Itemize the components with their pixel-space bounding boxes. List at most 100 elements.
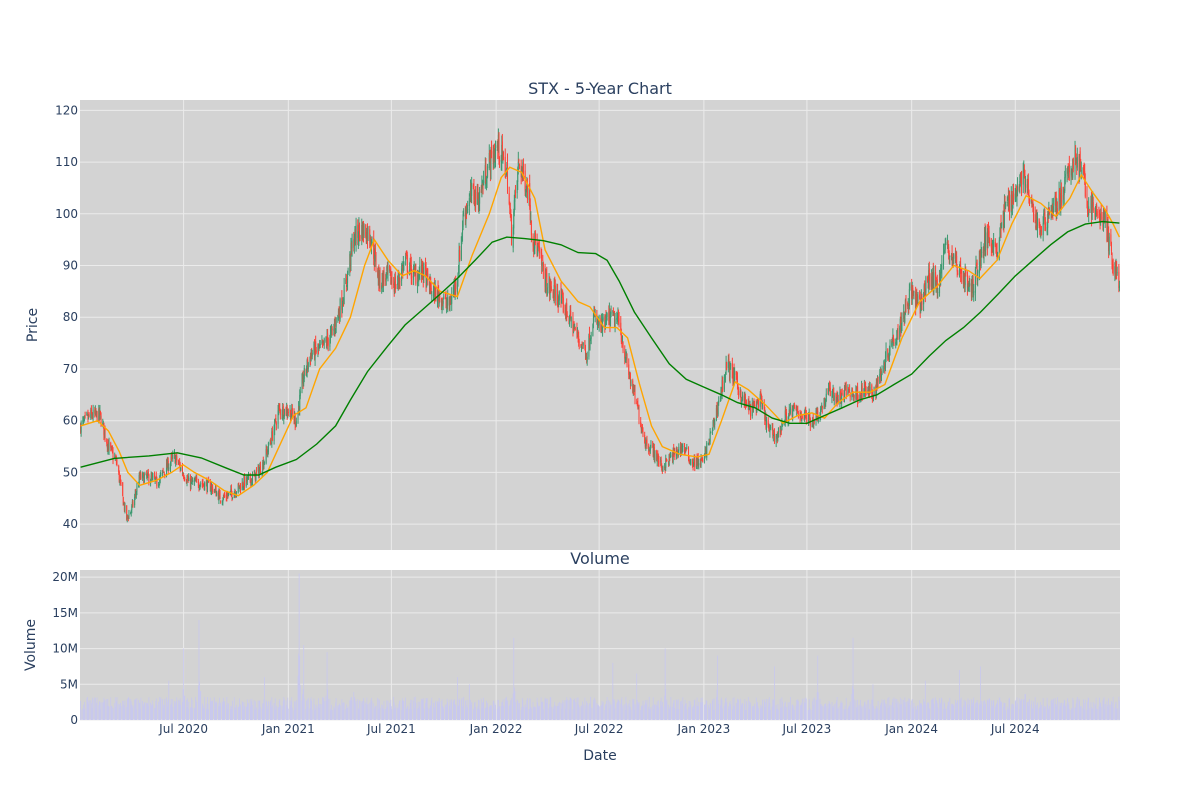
candle-body <box>638 409 640 421</box>
candle-body <box>1011 205 1013 207</box>
candle-body <box>534 232 536 249</box>
volume-bar <box>84 708 86 720</box>
volume-bar <box>721 700 723 720</box>
candle-body <box>298 405 300 411</box>
volume-bar <box>262 703 264 720</box>
candle-body <box>208 480 210 483</box>
volume-bar <box>953 704 955 720</box>
candle-body <box>170 462 172 468</box>
volume-bar <box>310 697 312 720</box>
volume-bar <box>630 709 632 720</box>
candle-body <box>477 197 479 210</box>
volume-bar <box>742 703 743 720</box>
volume-bar <box>1049 706 1050 720</box>
volume-bar <box>83 709 85 720</box>
candle-body <box>841 393 843 403</box>
candle-body <box>716 407 718 412</box>
candle-body <box>497 134 499 151</box>
volume-bar <box>126 698 128 720</box>
volume-bar <box>755 697 757 720</box>
volume-bar <box>923 699 925 720</box>
price-y-tick-label: 60 <box>63 414 78 428</box>
volume-bar <box>694 699 696 720</box>
candle-body <box>83 419 85 421</box>
candle-body <box>313 344 315 354</box>
candle-body <box>488 153 490 169</box>
volume-bar <box>743 704 745 720</box>
volume-bar <box>339 705 341 720</box>
volume-bar <box>1055 704 1057 720</box>
candle-body <box>1027 179 1029 192</box>
volume-bar <box>805 698 807 720</box>
volume-bar <box>249 699 251 720</box>
candle-body <box>1059 190 1061 200</box>
candle-body <box>1019 181 1021 188</box>
volume-bar <box>199 681 200 720</box>
candle-body <box>1044 223 1046 230</box>
volume-bar <box>649 709 651 720</box>
volume-bar <box>964 707 965 720</box>
candle-body <box>1064 173 1066 178</box>
candle-body <box>1078 156 1080 176</box>
volume-bar <box>1018 698 1020 720</box>
volume-bar <box>395 705 397 720</box>
candle-body <box>833 387 835 401</box>
volume-bar <box>748 707 750 720</box>
volume-bar <box>238 698 240 720</box>
volume-bar <box>1094 703 1096 720</box>
candle-body <box>592 315 594 324</box>
candle-body <box>800 411 802 420</box>
candle-body <box>516 180 518 194</box>
volume-bar <box>712 698 714 720</box>
candle-body <box>226 496 228 499</box>
volume-bar <box>749 701 750 720</box>
candle-body <box>828 384 830 391</box>
candle-body <box>399 281 401 283</box>
volume-bar <box>933 703 935 720</box>
candle-body <box>757 400 759 403</box>
volume-bar <box>122 700 124 720</box>
volume-bar <box>636 673 638 720</box>
volume-bar <box>871 699 873 720</box>
volume-bar <box>425 702 426 720</box>
volume-bar <box>963 699 965 720</box>
candle-body <box>317 346 319 352</box>
volume-bar <box>214 708 216 720</box>
volume-bar <box>290 701 292 720</box>
candle-body <box>259 466 261 471</box>
volume-bar <box>451 699 453 720</box>
candle-body <box>174 453 176 464</box>
candle-body <box>354 228 356 240</box>
volume-bar <box>534 707 536 720</box>
candle-body <box>887 354 889 357</box>
candle-body <box>820 408 822 415</box>
volume-bar <box>198 685 199 720</box>
candle-body <box>943 250 945 265</box>
volume-bar <box>126 707 128 720</box>
candle-body <box>184 478 186 481</box>
candle-body <box>445 297 447 305</box>
candle-body <box>341 305 343 311</box>
candle-body <box>588 333 590 348</box>
candle-body <box>225 494 227 498</box>
volume-bar <box>319 708 321 720</box>
volume-bar <box>820 704 821 720</box>
volume-bar <box>916 709 918 720</box>
volume-bar <box>736 709 738 720</box>
volume-bar <box>1071 708 1073 720</box>
volume-bar <box>1033 701 1034 720</box>
volume-bar <box>837 707 839 720</box>
price-y-tick-label: 100 <box>55 207 78 221</box>
volume-bar <box>446 706 447 720</box>
candle-body <box>998 240 1000 254</box>
volume-bar <box>1046 697 1048 720</box>
candle-body <box>371 236 373 243</box>
candle-body <box>448 296 450 307</box>
volume-bar <box>533 707 535 720</box>
candle-body <box>373 256 375 263</box>
candle-body <box>365 224 367 238</box>
volume-bar <box>398 701 400 720</box>
volume-bar <box>956 701 958 720</box>
candle-body <box>155 475 157 478</box>
volume-bar <box>1063 705 1065 720</box>
